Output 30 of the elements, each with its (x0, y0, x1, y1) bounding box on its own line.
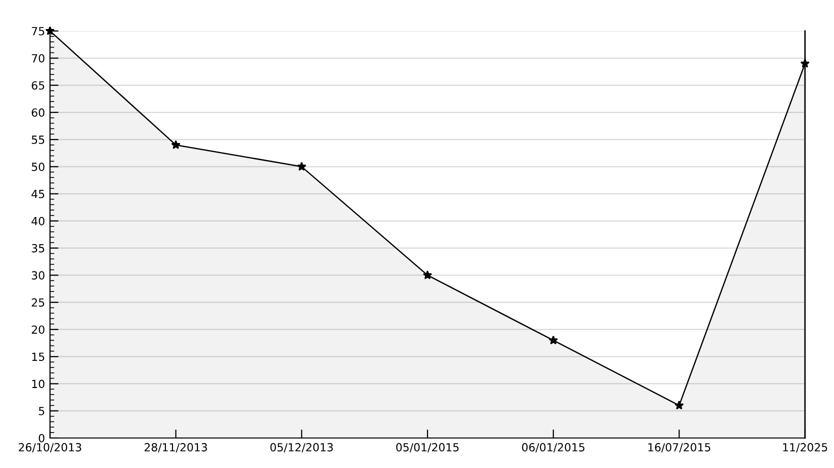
x-tick-label: 05/01/2015 (396, 443, 459, 452)
x-tick-label: 11/2025 (783, 443, 828, 452)
x-tick-label: 06/01/2015 (522, 443, 584, 452)
y-tick-label: 35 (32, 244, 44, 252)
point (171, 140, 180, 150)
y-tick-label: 65 (32, 81, 44, 90)
x-tick-label: 05/12/2013 (270, 443, 333, 452)
y-tick-label: 75 (32, 27, 44, 36)
y-tick-label: 70 (32, 54, 44, 63)
point (422, 270, 432, 280)
x-tick-label: 28/11/2013 (144, 443, 207, 452)
y-tick-label: 10 (32, 380, 44, 388)
y-tick-label: 50 (32, 162, 44, 172)
point (674, 400, 684, 410)
point (548, 335, 558, 344)
point (297, 162, 306, 171)
y-tick-label: 25 (32, 298, 44, 307)
y-tick-label: 30 (32, 271, 44, 280)
y-tick-label: 45 (32, 190, 44, 198)
y-tick-label: 0 (38, 434, 44, 442)
y-tick-label: 40 (32, 216, 44, 226)
y-tick-label: 15 (32, 352, 44, 361)
y-tick-label: 5 (38, 406, 44, 416)
point (800, 58, 810, 68)
point (45, 26, 55, 36)
y-tick-label: 20 (32, 325, 44, 334)
x-tick-label: 26/10/2013 (18, 443, 82, 452)
y-tick-label: 60 (32, 108, 44, 117)
y-tick-label: 55 (32, 136, 44, 144)
x-tick-label: 16/07/2015 (648, 443, 710, 452)
